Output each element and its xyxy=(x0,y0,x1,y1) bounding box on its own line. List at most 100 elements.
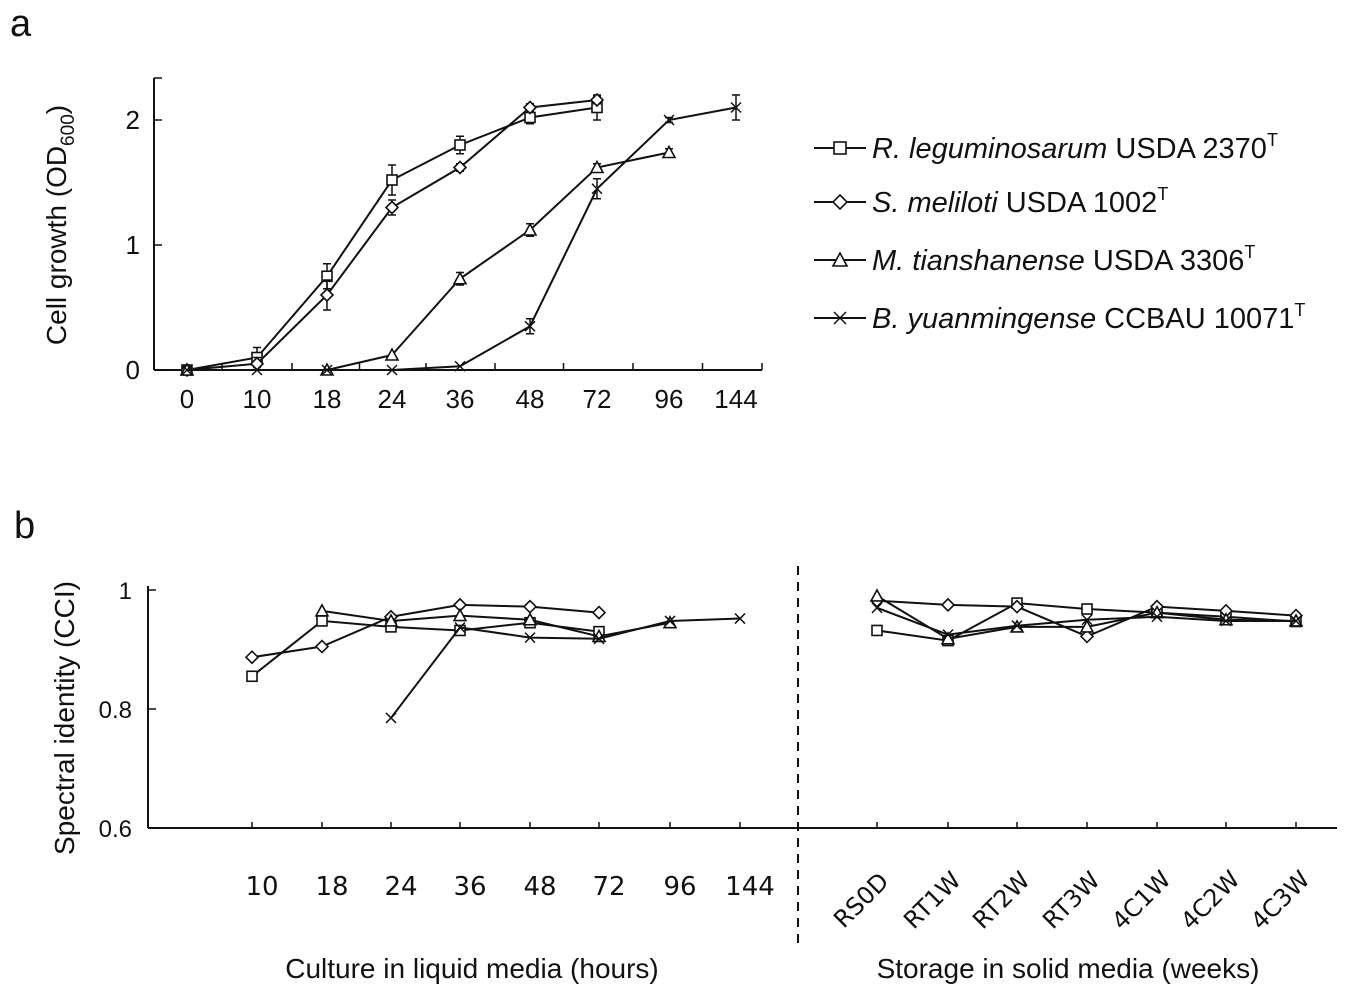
panel-a-data-point xyxy=(524,320,536,332)
panel-b-x-tick-label-liquid: 18 xyxy=(315,872,348,902)
panel-b-data-point xyxy=(942,629,954,641)
panel-b-y-tick-label: 1 xyxy=(119,578,132,605)
panel-b-data-point xyxy=(1081,614,1093,626)
panel-b-series-diamond xyxy=(244,593,1304,665)
panel-b-x-axis-title-liquid: Culture in liquid media (hours) xyxy=(285,953,659,984)
panel-b-x-tick-label-solid: RT3W xyxy=(1037,866,1105,934)
panel-a-x-tick-label: 0 xyxy=(180,384,194,414)
panel-b-data-point xyxy=(1081,603,1093,615)
panel-a-y-tick-label: 1 xyxy=(126,230,140,260)
panel-b-x-tick-label-solid: 4C3W xyxy=(1245,865,1315,935)
legend-species-name: M. tianshanense xyxy=(872,245,1085,277)
panel-b-data-point xyxy=(524,632,536,644)
panel-a-series-diamond xyxy=(179,92,605,378)
panel-a-x-tick-label: 72 xyxy=(583,384,612,414)
legend-species-name: B. yuanmingense xyxy=(872,303,1096,335)
legend-type-strain-mark: T xyxy=(1157,184,1168,204)
panel-b-data-point xyxy=(522,612,538,626)
panel-a-data-point xyxy=(663,114,675,126)
panel-b-x-tick-label-liquid: 72 xyxy=(592,872,625,902)
panel-a-data-point xyxy=(454,360,466,372)
panel-a-data-point xyxy=(321,364,333,376)
legend-strain-name: CCBAU 10071 xyxy=(1096,303,1294,335)
panel-b-x-tick-label-solid: RS0D xyxy=(828,867,894,933)
legend-label: R. leguminosarum USDA 2370T xyxy=(872,130,1278,165)
legend-label: B. yuanmingense CCBAU 10071T xyxy=(872,300,1305,335)
panel-b-x-tick-label-liquid: 24 xyxy=(384,872,417,902)
legend-species-name: R. leguminosarum xyxy=(872,133,1107,165)
panel-a-x-tick-label: 144 xyxy=(714,384,757,414)
legend-strain-name: USDA 2370 xyxy=(1107,133,1267,165)
panel-b-y-axis-title: Spectral identity (CCI) xyxy=(49,581,80,855)
panel-b-x-tick-label-liquid: 10 xyxy=(245,872,278,902)
panel-a-label: a xyxy=(10,3,32,45)
panel-a-data-point xyxy=(730,101,742,114)
panel-a-data-point xyxy=(251,364,263,376)
panel-b-series-x xyxy=(385,602,1302,724)
panel-b-data-point xyxy=(244,650,260,665)
panel-b-data-point xyxy=(1009,599,1025,614)
panel-a-y-tick-label: 2 xyxy=(126,105,140,135)
panel-a-data-point xyxy=(661,144,677,159)
legend-marker xyxy=(833,141,847,155)
panel-a-y-tick-label: 0 xyxy=(126,355,140,385)
panel-a-data-point xyxy=(589,159,605,174)
panel-a: a 0 1 2 0 10 18 24 36 48 72 96 144 Cell growth (OD6… xyxy=(10,3,1305,414)
panel-b-data-point xyxy=(591,605,607,620)
panel-b-x-tick-label-solid: RT2W xyxy=(967,866,1035,934)
legend-species-name: S. meliloti xyxy=(872,187,999,219)
panel-b-data-point xyxy=(871,602,883,614)
panel-b-data-point xyxy=(1151,611,1163,623)
panel-b-plot: 0.6 0.8 1 10 18 24 36 48 72 96 144 RS0D RT1W RT2W RT3W… xyxy=(99,566,1337,948)
panel-a-data-point xyxy=(181,364,193,376)
legend-entry-triangle: M. tianshanense USDA 3306T xyxy=(814,242,1255,277)
panel-a-x-tick-label: 48 xyxy=(516,384,545,414)
panel-b-series-line xyxy=(251,619,600,678)
panel-b-series-line xyxy=(251,603,600,659)
panel-a-data-point xyxy=(386,364,398,376)
panel-b-data-point xyxy=(452,607,468,622)
panel-b-data-point xyxy=(869,588,885,602)
legend-type-strain-mark: T xyxy=(1244,242,1255,262)
legend-marker xyxy=(831,251,849,267)
panel-b-data-point xyxy=(316,615,328,627)
panel-b-data-point xyxy=(314,603,330,617)
panel-b-series-line xyxy=(321,609,671,638)
legend-entry-diamond: S. meliloti USDA 1002T xyxy=(814,184,1168,219)
panel-a-x-tick-label: 96 xyxy=(655,384,684,414)
panel-b-x-tick-label-solid: 4C1W xyxy=(1106,865,1176,935)
panel-a-data-point xyxy=(522,222,538,236)
panel-a-data-point xyxy=(452,271,468,285)
panel-a-data-point xyxy=(319,287,335,303)
panel-b-data-point xyxy=(314,639,330,654)
panel-b-x-tick-label-liquid: 96 xyxy=(663,872,696,902)
panel-a-x-tick-label: 36 xyxy=(446,384,475,414)
panel-a-x-tick-label: 10 xyxy=(243,384,272,414)
panel-b: b 0.6 0.8 1 10 18 24 36 48 72 96 144 RS0D RT1W RT2W RT… xyxy=(14,505,1337,984)
panel-b-data-point xyxy=(1011,620,1023,632)
panel-b-data-point xyxy=(664,615,676,627)
panel-b-data-point xyxy=(1220,615,1232,627)
panel-a-data-point xyxy=(591,183,603,195)
legend-type-strain-mark: T xyxy=(1267,130,1278,150)
panel-b-data-point xyxy=(522,599,538,614)
panel-b-x-tick-label-liquid: 48 xyxy=(523,872,556,902)
panel-b-data-point xyxy=(1290,615,1302,627)
panel-b-data-point xyxy=(246,670,258,683)
panel-b-y-tick-label: 0.8 xyxy=(99,697,132,724)
panel-b-series-square xyxy=(246,597,1302,683)
legend-entry-x: B. yuanmingense CCBAU 10071T xyxy=(814,300,1305,335)
panel-a-series-x xyxy=(181,94,742,376)
legend-type-strain-mark: T xyxy=(1294,300,1305,320)
legend-strain-name: USDA 1002 xyxy=(998,187,1158,219)
panel-a-data-point xyxy=(522,100,538,115)
legend-label: S. meliloti USDA 1002T xyxy=(872,184,1168,219)
panel-b-data-point xyxy=(593,633,605,645)
panel-b-data-point xyxy=(1079,619,1095,633)
panel-a-data-point xyxy=(454,139,466,151)
panel-b-y-tick-label: 0.6 xyxy=(99,816,132,843)
panel-b-data-point xyxy=(385,712,397,724)
panel-b-data-point xyxy=(871,624,883,637)
